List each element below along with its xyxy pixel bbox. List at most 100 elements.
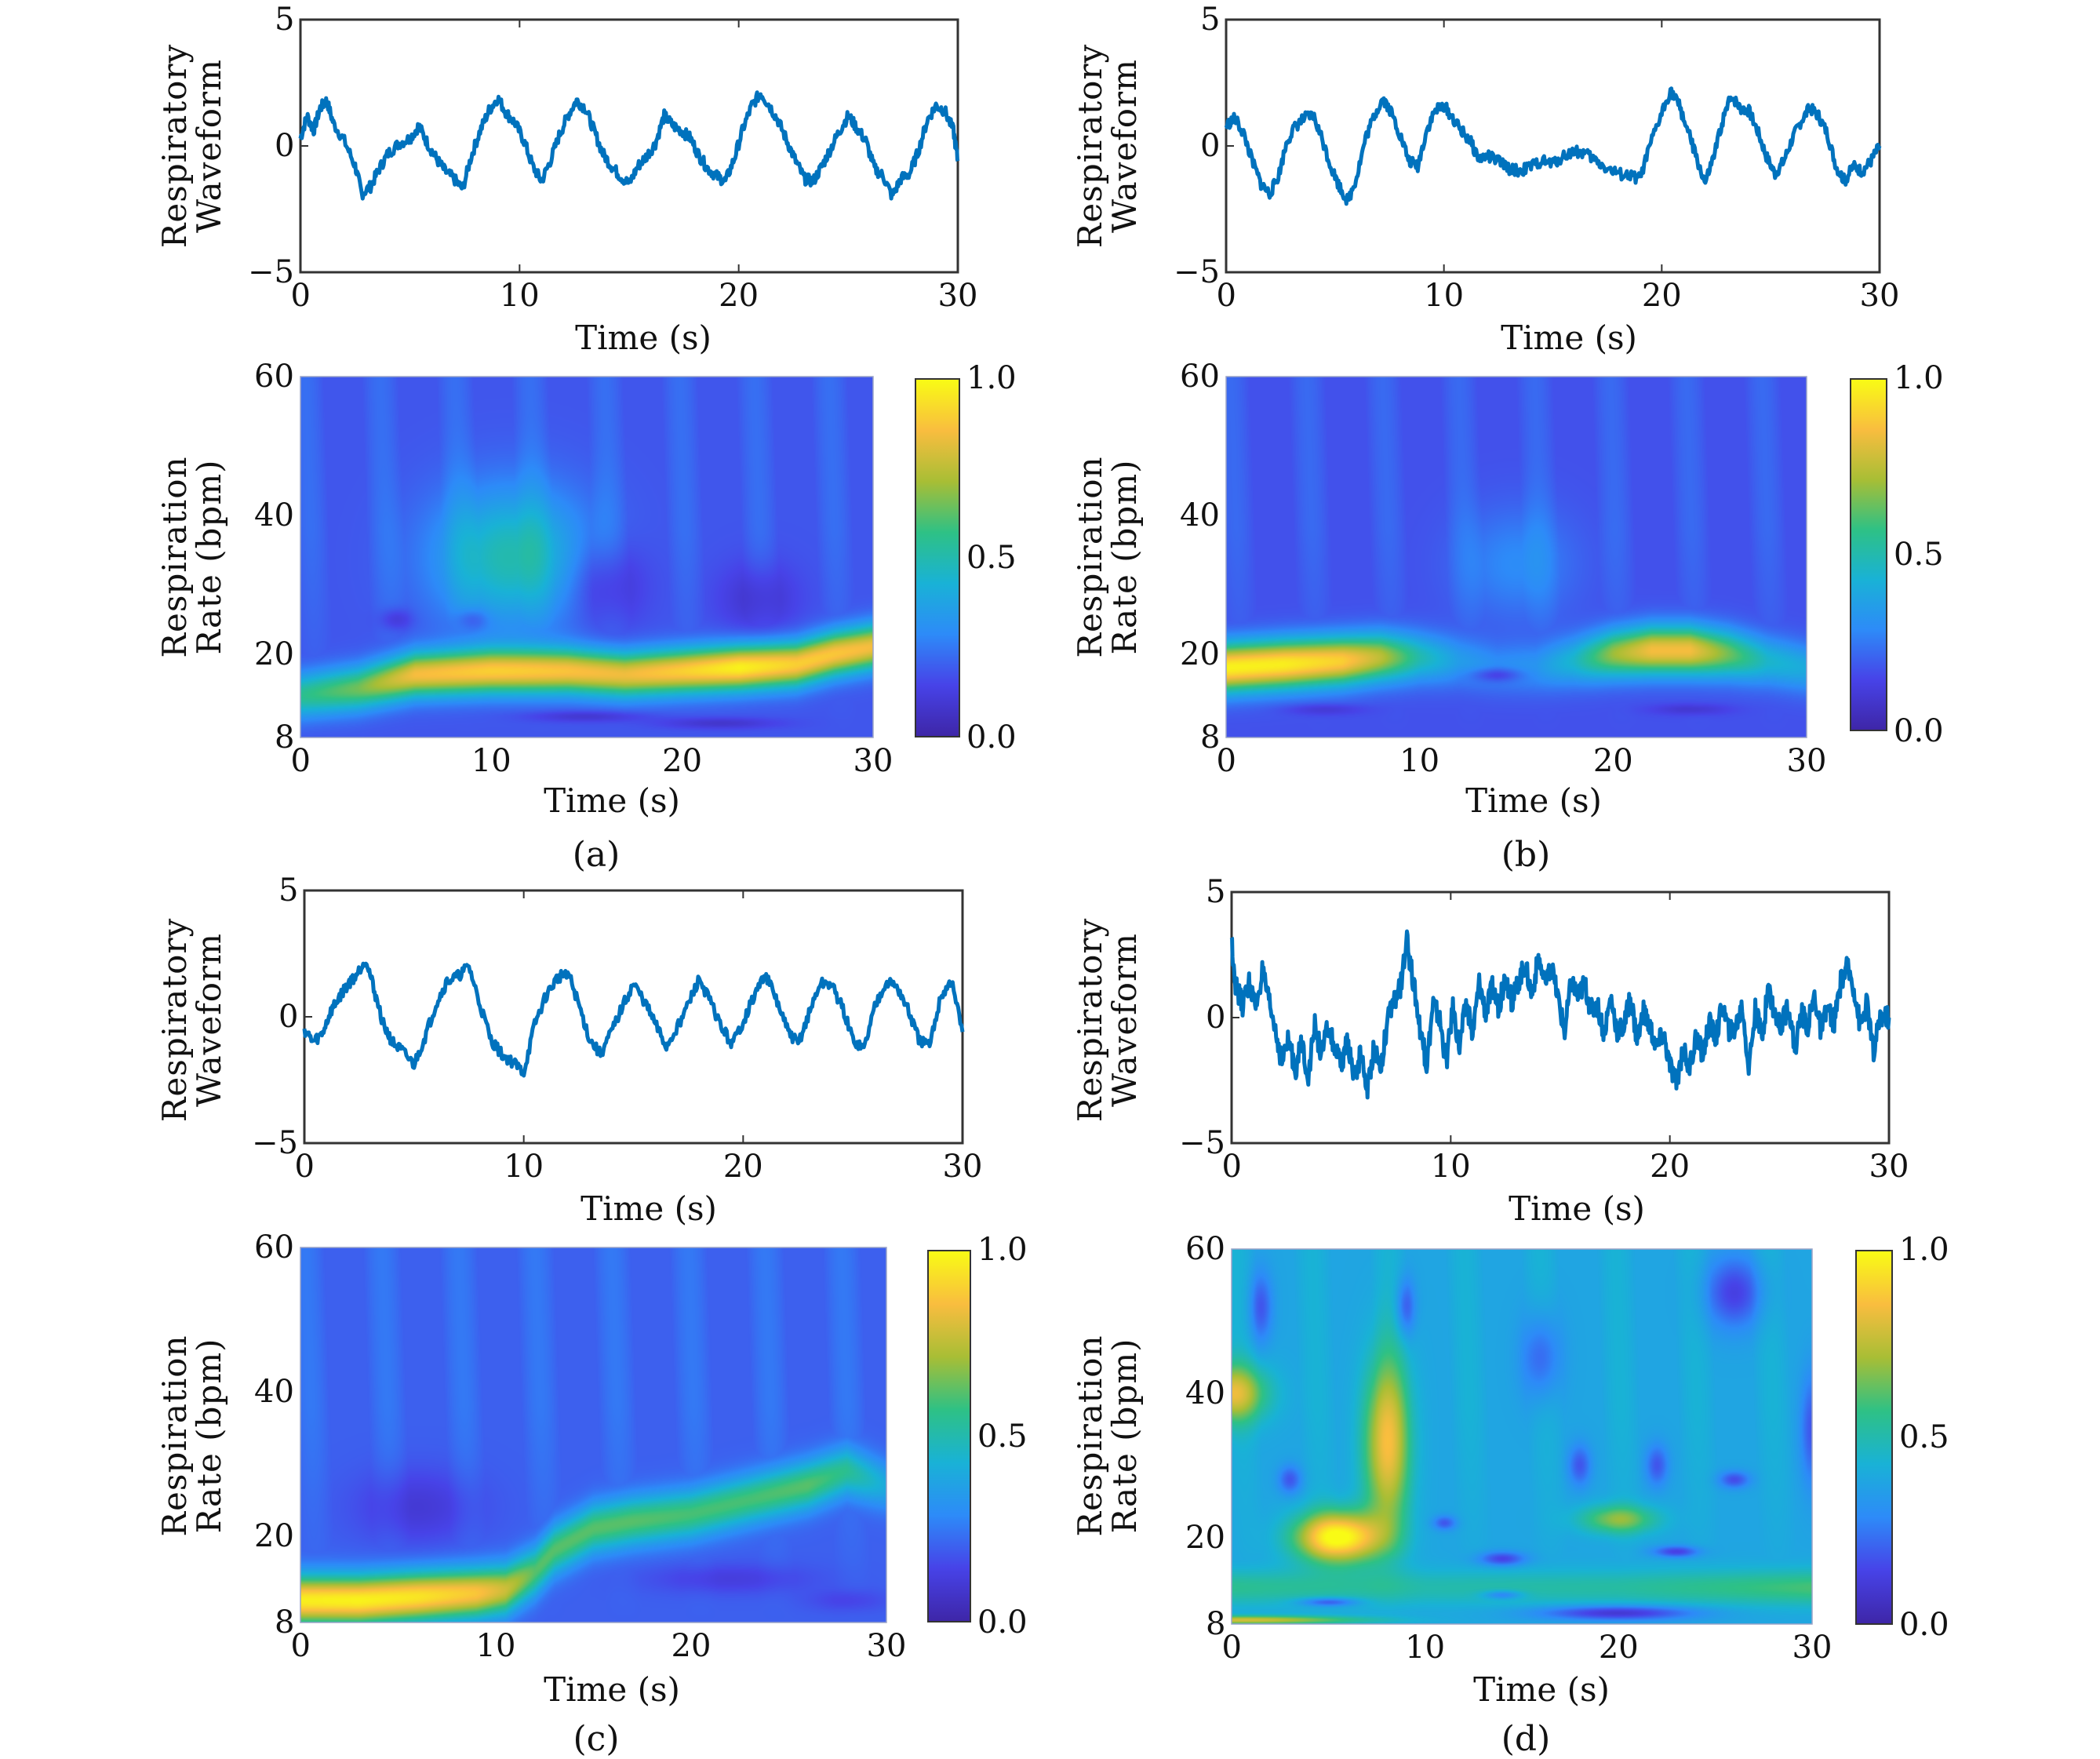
x-tick-label: 30 [1859,278,1900,314]
scalogram-xlabel: Time (s) [1473,1670,1610,1709]
scalogram-heatmap [1226,377,1807,737]
waveform-xlabel: Time (s) [1509,1189,1645,1228]
x-tick-label: 10 [471,743,511,779]
x-tick-label: 10 [1399,743,1440,779]
y-tick-label: 5 [275,2,295,38]
y-tick-label: 0 [1200,128,1221,164]
y-tick-label: 5 [1200,2,1221,38]
x-tick-label: 10 [499,278,540,314]
y-tick-label: 40 [254,1373,294,1410]
y-tick-label: 20 [1185,1519,1225,1556]
x-tick-label: 30 [853,743,894,779]
waveform-xlabel: Time (s) [1501,319,1637,357]
x-tick-label: 0 [1221,1630,1242,1666]
x-tick-label: 0 [294,1149,315,1185]
colorbar-tick-label: 0.5 [1894,537,1944,573]
x-tick-label: 20 [719,278,759,314]
x-tick-label: 0 [1216,278,1236,314]
x-tick-label: 0 [290,1628,311,1664]
x-tick-label: 20 [722,1149,763,1185]
y-tick-label: 40 [1180,497,1220,534]
plot-frame [300,376,874,738]
x-tick-label: 20 [1650,1149,1691,1185]
x-tick-label: 10 [1405,1630,1446,1666]
y-tick-label: 5 [278,872,299,909]
colorbar [915,378,960,737]
plot-frame [1225,376,1807,738]
panel-caption: (b) [1501,835,1551,875]
y-tick-label: 0 [1206,1000,1226,1036]
scalogram-xlabel: Time (s) [1465,781,1602,820]
colorbar-tick-label: 0.5 [977,1418,1028,1455]
y-tick-label: 8 [275,719,295,756]
y-tick-label: −5 [1174,254,1220,290]
colorbar-tick-label: 1.0 [966,360,1017,396]
x-tick-label: 0 [290,743,311,779]
scalogram-xlabel: Time (s) [544,1670,680,1709]
x-tick-label: 20 [671,1628,712,1664]
x-tick-label: 10 [504,1149,544,1185]
colorbar-tick-label: 0.5 [966,540,1017,576]
colorbar [1850,378,1887,731]
panel-caption: (c) [573,1719,620,1759]
scalogram-heatmap [1232,1249,1812,1624]
y-tick-label: 8 [1206,1606,1226,1642]
y-tick-label: 40 [254,497,294,534]
x-tick-label: 20 [1592,743,1633,779]
x-tick-label: 30 [942,1149,983,1185]
plot-frame [300,1247,887,1623]
y-tick-label: −5 [1179,1125,1225,1161]
y-tick-label: 20 [1180,635,1220,672]
y-tick-label: 60 [1180,359,1220,395]
x-tick-label: 10 [1424,278,1465,314]
y-tick-label: 20 [254,1517,294,1554]
x-tick-label: 0 [1216,743,1236,779]
panel-caption: (d) [1501,1719,1551,1759]
scalogram-heatmap [300,377,873,737]
y-tick-label: 20 [254,635,294,672]
panel-caption: (a) [572,835,621,875]
x-tick-label: 30 [866,1628,907,1664]
y-tick-label: 60 [254,359,294,395]
scalogram-xlabel: Time (s) [544,781,680,820]
y-tick-label: 0 [278,999,299,1035]
y-tick-label: 8 [1200,719,1221,756]
x-tick-label: 20 [662,743,703,779]
waveform-series [302,961,965,1078]
colorbar [927,1250,971,1622]
colorbar-tick-label: 0.5 [1899,1419,1949,1455]
waveform-series [298,90,960,201]
y-tick-label: 0 [275,128,295,164]
y-tick-label: −5 [252,1125,298,1161]
colorbar-tick-label: 1.0 [1894,360,1944,396]
colorbar-tick-label: 0.0 [966,719,1017,756]
colorbar-tick-label: 1.0 [1899,1232,1949,1268]
y-tick-label: 40 [1185,1375,1225,1411]
colorbar [1855,1250,1893,1625]
x-tick-label: 30 [1869,1149,1909,1185]
x-tick-label: 10 [475,1628,516,1664]
y-tick-label: 60 [1185,1231,1225,1267]
y-tick-label: 60 [254,1229,294,1266]
x-tick-label: 30 [1792,1630,1832,1666]
waveform-series [1229,929,1891,1100]
waveform-series [1224,86,1882,206]
y-tick-label: −5 [248,254,294,290]
colorbar-tick-label: 0.0 [977,1604,1028,1641]
colorbar-tick-label: 0.0 [1894,713,1944,749]
colorbar-tick-label: 0.0 [1899,1607,1949,1643]
x-tick-label: 30 [1786,743,1827,779]
waveform-xlabel: Time (s) [581,1189,717,1228]
x-tick-label: 10 [1430,1149,1471,1185]
x-tick-label: 0 [1221,1149,1242,1185]
plot-frame [1231,1248,1813,1625]
scalogram-heatmap [300,1247,886,1622]
